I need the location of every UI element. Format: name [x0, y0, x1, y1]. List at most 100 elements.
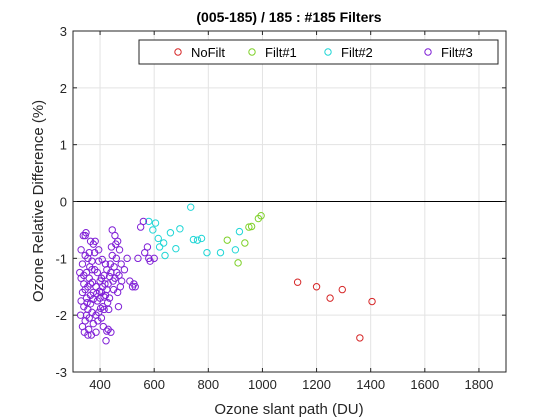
data-point	[81, 231, 89, 240]
data-point	[123, 254, 131, 263]
data-point	[84, 331, 92, 339]
data-point	[100, 305, 108, 314]
data-point	[118, 277, 126, 285]
data-point	[78, 288, 87, 297]
y-tick-label: -2	[55, 308, 67, 323]
data-point	[326, 294, 334, 302]
data-point	[98, 255, 106, 264]
y-tick-label: 3	[60, 24, 67, 39]
data-point	[161, 251, 169, 260]
data-point	[159, 239, 168, 247]
data-point	[114, 302, 123, 311]
x-tick-label: 1400	[356, 377, 385, 392]
legend-marker	[248, 48, 256, 56]
data-point	[166, 229, 175, 237]
legend-marker	[324, 48, 332, 56]
data-point	[81, 251, 89, 260]
data-point	[245, 223, 253, 231]
y-axis-label: Ozone Relative Difference (%)	[30, 100, 47, 302]
data-point	[107, 328, 115, 336]
data-point	[115, 246, 124, 254]
x-tick-label: 600	[143, 377, 165, 392]
legend-marker	[174, 48, 182, 56]
data-point	[241, 239, 249, 247]
data-point	[93, 268, 102, 277]
x-tick-label: 1000	[248, 377, 277, 392]
data-point	[150, 254, 158, 263]
data-point	[356, 334, 364, 342]
data-point	[96, 304, 105, 313]
data-point	[235, 227, 244, 236]
data-point	[145, 217, 153, 226]
data-point	[368, 297, 376, 306]
data-point	[97, 314, 106, 322]
data-point	[103, 327, 111, 335]
data-point	[257, 212, 265, 220]
x-tick-label: 800	[197, 377, 219, 392]
data-point	[223, 236, 231, 244]
data-point	[84, 283, 92, 291]
data-point	[95, 246, 103, 254]
data-point	[95, 287, 104, 295]
x-tick-label: 1800	[464, 377, 493, 392]
x-tick-label: 1200	[302, 377, 331, 392]
series-nofilt	[293, 278, 376, 342]
data-point	[197, 234, 206, 243]
data-point	[113, 268, 121, 277]
data-point	[189, 235, 198, 244]
y-tick-label: 0	[60, 195, 67, 210]
data-point	[117, 260, 125, 268]
data-point	[143, 243, 152, 251]
axis-ticks: 400 600 800 1000 1200 1400 1600 1800 -3 -2 -1 0 1 2 3	[55, 24, 506, 392]
data-point	[193, 236, 202, 244]
data-points	[76, 203, 376, 345]
data-point	[77, 246, 85, 254]
data-point	[231, 246, 240, 254]
legend: NoFilt Filt#1 Filt#2 Filt#3	[138, 39, 499, 65]
data-point	[105, 305, 113, 314]
data-point	[78, 260, 87, 268]
data-point	[312, 283, 321, 291]
data-point	[76, 311, 85, 319]
data-point	[105, 272, 114, 281]
data-point	[176, 225, 184, 233]
data-point	[216, 248, 225, 257]
data-point	[100, 293, 108, 301]
x-axis-label: Ozone slant path (DU)	[214, 401, 363, 418]
data-point	[82, 229, 90, 237]
data-point	[134, 254, 142, 263]
data-point	[88, 278, 97, 286]
data-point	[149, 226, 157, 234]
y-tick-label: 1	[60, 138, 67, 153]
chart-title: (005-185) / 185 : #185 Filters	[196, 9, 381, 25]
data-point	[112, 254, 121, 263]
legend-box	[138, 39, 499, 65]
data-point	[109, 277, 117, 285]
legend-label: Filt#3	[441, 45, 473, 60]
data-point	[234, 259, 242, 267]
data-point	[86, 237, 95, 245]
y-tick-label: -3	[55, 365, 67, 380]
data-point	[155, 243, 164, 251]
legend-marker	[424, 48, 432, 56]
y-tick-label: -1	[55, 251, 67, 266]
legend-label: NoFilt	[191, 45, 225, 60]
data-point	[102, 337, 110, 345]
y-tick-label: 2	[60, 81, 67, 96]
data-point	[89, 295, 97, 303]
data-point	[154, 234, 162, 243]
data-point	[76, 268, 84, 277]
data-point	[247, 222, 256, 231]
series-filt-1	[223, 212, 265, 267]
data-point	[97, 274, 106, 282]
x-tick-label: 400	[89, 377, 111, 392]
series-filt-3	[76, 217, 158, 345]
data-point	[293, 278, 302, 286]
data-point	[91, 237, 99, 245]
data-point	[92, 328, 100, 336]
data-point	[187, 203, 195, 211]
data-point	[113, 237, 122, 245]
data-point	[338, 285, 346, 294]
legend-label: Filt#2	[341, 45, 373, 60]
